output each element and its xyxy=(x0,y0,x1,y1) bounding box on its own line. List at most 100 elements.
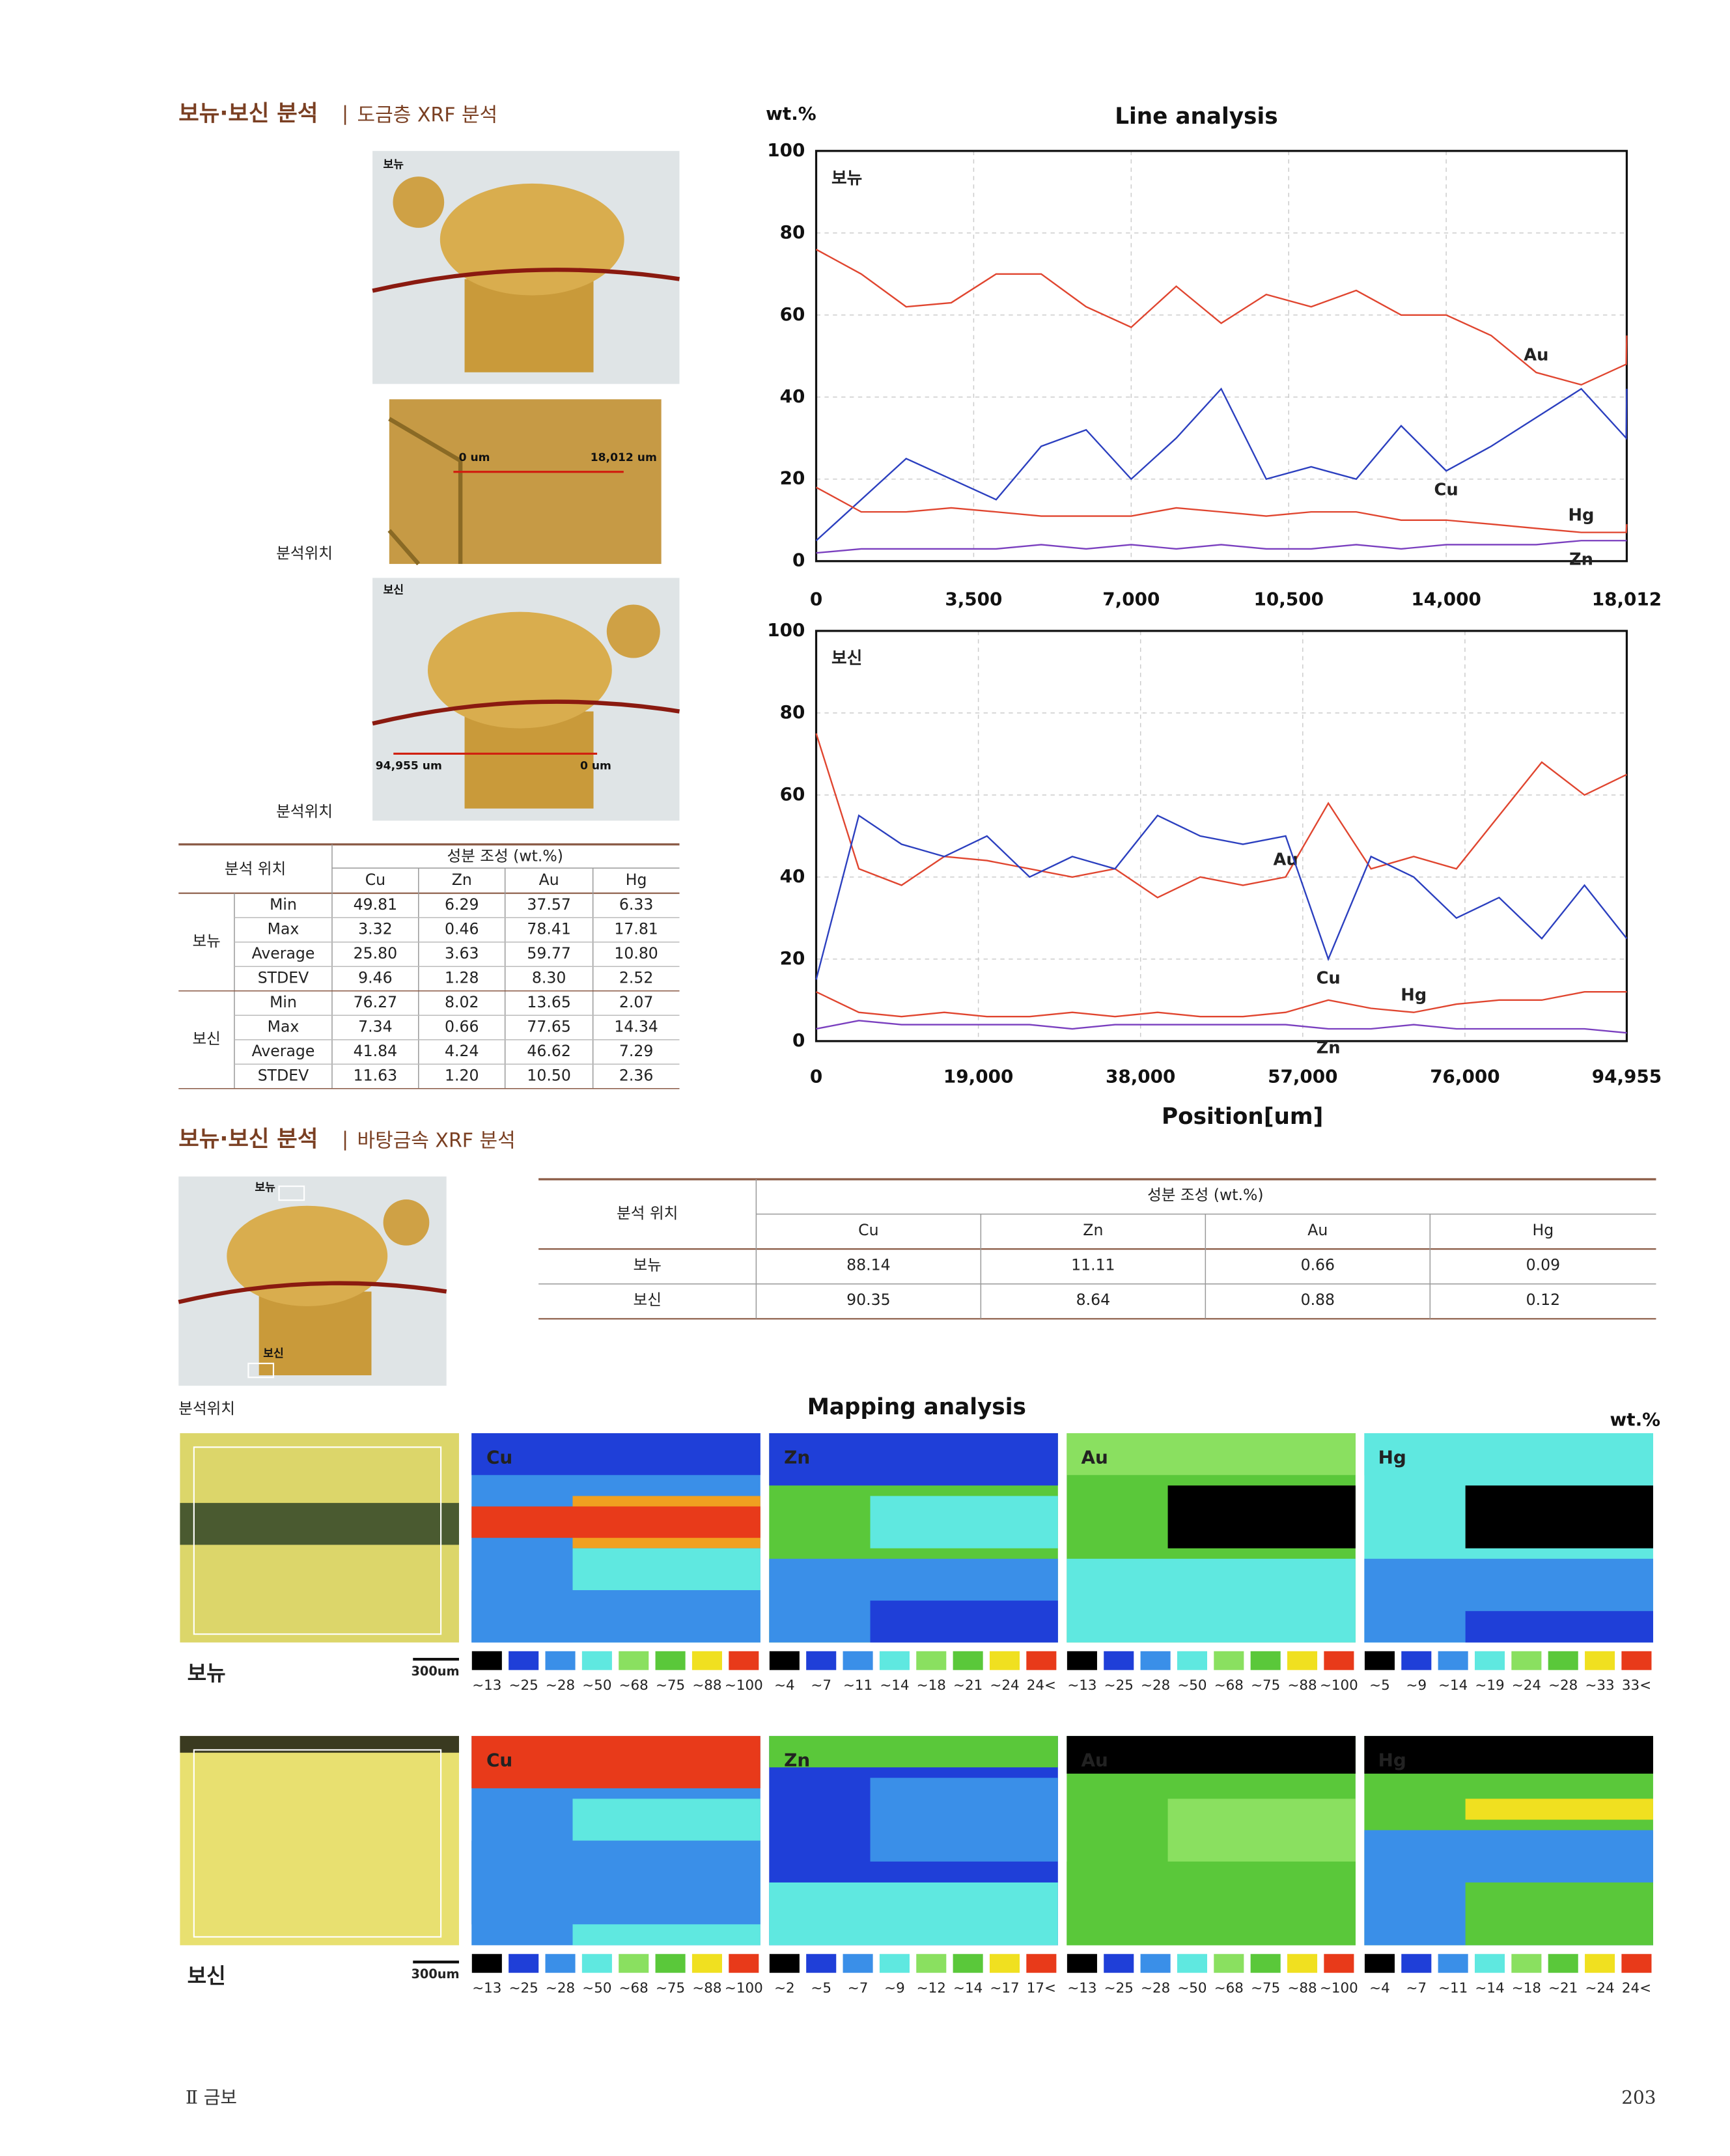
y-tick-label: 60 xyxy=(780,783,805,805)
table-stat: Average xyxy=(252,1042,315,1060)
table-cell: 11.11 xyxy=(1071,1255,1115,1274)
legend-swatch xyxy=(1176,1650,1208,1671)
photo-shell xyxy=(227,1205,388,1306)
section-subtitle: 도금층 XRF 분석 xyxy=(357,104,498,127)
legend-label: ~7 xyxy=(848,1980,869,1996)
table-stat: Max xyxy=(268,919,300,938)
legend-label: ~28 xyxy=(546,1677,575,1694)
data-line xyxy=(815,387,1628,542)
table-cell: 46.62 xyxy=(527,1042,570,1060)
table-header: Zn xyxy=(452,871,472,889)
legend-swatch xyxy=(1249,1650,1281,1671)
legend-label: ~28 xyxy=(1548,1677,1578,1694)
panel-label: 보뉴 xyxy=(831,169,862,188)
y-tick-label: 40 xyxy=(780,865,805,887)
legend-swatch xyxy=(952,1650,984,1671)
legend-label: ~21 xyxy=(1548,1980,1578,1996)
table-header: 성분 조성 (wt.%) xyxy=(447,847,563,865)
table-cell: 88.14 xyxy=(846,1255,890,1274)
legend-label: 33< xyxy=(1622,1677,1651,1694)
legend-label: ~75 xyxy=(1251,1677,1280,1694)
table-cell: 2.52 xyxy=(619,968,653,987)
legend-label: ~50 xyxy=(582,1677,611,1694)
y-tick-label: 60 xyxy=(780,303,805,325)
legend-label: ~25 xyxy=(509,1677,538,1694)
map-region xyxy=(1167,1485,1356,1548)
legend-swatch xyxy=(805,1650,837,1671)
data-line xyxy=(815,814,1628,980)
legend-label: ~2 xyxy=(774,1980,795,1996)
photo-shell xyxy=(427,611,612,729)
legend-swatch xyxy=(1547,1953,1579,1974)
legend-swatch xyxy=(471,1953,503,1974)
legend-label: 17< xyxy=(1027,1980,1056,1996)
legend-label: ~7 xyxy=(811,1677,831,1694)
legend-label: ~7 xyxy=(1406,1980,1427,1996)
legend-swatch xyxy=(1511,1650,1542,1671)
map-region xyxy=(769,1882,1058,1946)
legend-label: ~14 xyxy=(953,1980,983,1996)
table-header: Au xyxy=(1307,1221,1328,1239)
legend-label: ~68 xyxy=(619,1677,649,1694)
legend-label: ~24 xyxy=(1512,1677,1541,1694)
legend-label: ~100 xyxy=(1320,1677,1358,1694)
legend-swatch xyxy=(1213,1953,1245,1974)
map-region xyxy=(1067,1558,1356,1643)
table-cell: 90.35 xyxy=(846,1291,890,1309)
legend-swatch xyxy=(1139,1650,1171,1671)
photo-label: 보신 xyxy=(263,1347,284,1360)
legend-label: ~13 xyxy=(1067,1677,1096,1694)
legend-swatch xyxy=(988,1650,1021,1671)
legend-label: ~24 xyxy=(990,1677,1019,1694)
series-label: Zn xyxy=(1569,550,1593,570)
legend-label: 24< xyxy=(1622,1980,1651,1996)
x-tick-label: 57,000 xyxy=(1268,1066,1337,1087)
table-cell: 0.09 xyxy=(1526,1255,1560,1274)
x-tick-label: 38,000 xyxy=(1106,1066,1175,1087)
table-cell: 8.64 xyxy=(1076,1291,1110,1309)
legend-swatch xyxy=(1066,1650,1098,1671)
legend-label: ~88 xyxy=(1287,1677,1317,1694)
photo-label: 보신 xyxy=(383,584,404,597)
series-label: Zn xyxy=(1317,1038,1341,1057)
legend-label: ~100 xyxy=(725,1980,763,1996)
photo-detail xyxy=(387,417,463,566)
micro-photo xyxy=(180,1735,459,1946)
legend-swatch xyxy=(1286,1650,1318,1671)
legend-swatch xyxy=(915,1650,947,1671)
map-region xyxy=(1465,1799,1653,1820)
marker-box xyxy=(247,1362,275,1379)
table-group: 보뉴 xyxy=(192,932,220,950)
legend-swatch xyxy=(1511,1953,1542,1974)
map-region xyxy=(1465,1485,1653,1548)
legend-swatch xyxy=(544,1953,576,1974)
legend-label: ~28 xyxy=(1141,1980,1170,1996)
legend-swatch xyxy=(1621,1953,1653,1974)
legend-swatch xyxy=(1401,1650,1432,1671)
separator: | xyxy=(342,103,348,126)
legend-swatch xyxy=(1213,1650,1245,1671)
legend-label: ~5 xyxy=(811,1980,831,1996)
table-cell: 10.50 xyxy=(527,1066,570,1084)
photo-shell xyxy=(439,183,624,296)
plot-frame xyxy=(815,150,1628,563)
data-line xyxy=(816,1020,1627,1034)
legend-label: ~75 xyxy=(656,1677,685,1694)
table-cell: 49.81 xyxy=(354,895,397,914)
measure-label: 94,955 um xyxy=(376,760,442,773)
photo-cable xyxy=(178,1281,447,1304)
photo-cable xyxy=(372,699,680,726)
table-cell: 6.33 xyxy=(619,895,653,914)
legend-swatch xyxy=(1286,1953,1318,1974)
table-stat: STDEV xyxy=(258,1066,309,1084)
measure-label: 0 um xyxy=(459,451,490,464)
legend-swatch xyxy=(1139,1953,1171,1974)
x-tick-label: 0 xyxy=(810,589,822,610)
legend-label: ~33 xyxy=(1585,1677,1614,1694)
table-cell: 17.81 xyxy=(614,919,658,938)
panel-label: 보신 xyxy=(831,649,862,668)
table-stat: STDEV xyxy=(258,968,309,987)
legend-label: ~75 xyxy=(1251,1980,1280,1996)
mapping-unit: wt.% xyxy=(1610,1409,1661,1431)
